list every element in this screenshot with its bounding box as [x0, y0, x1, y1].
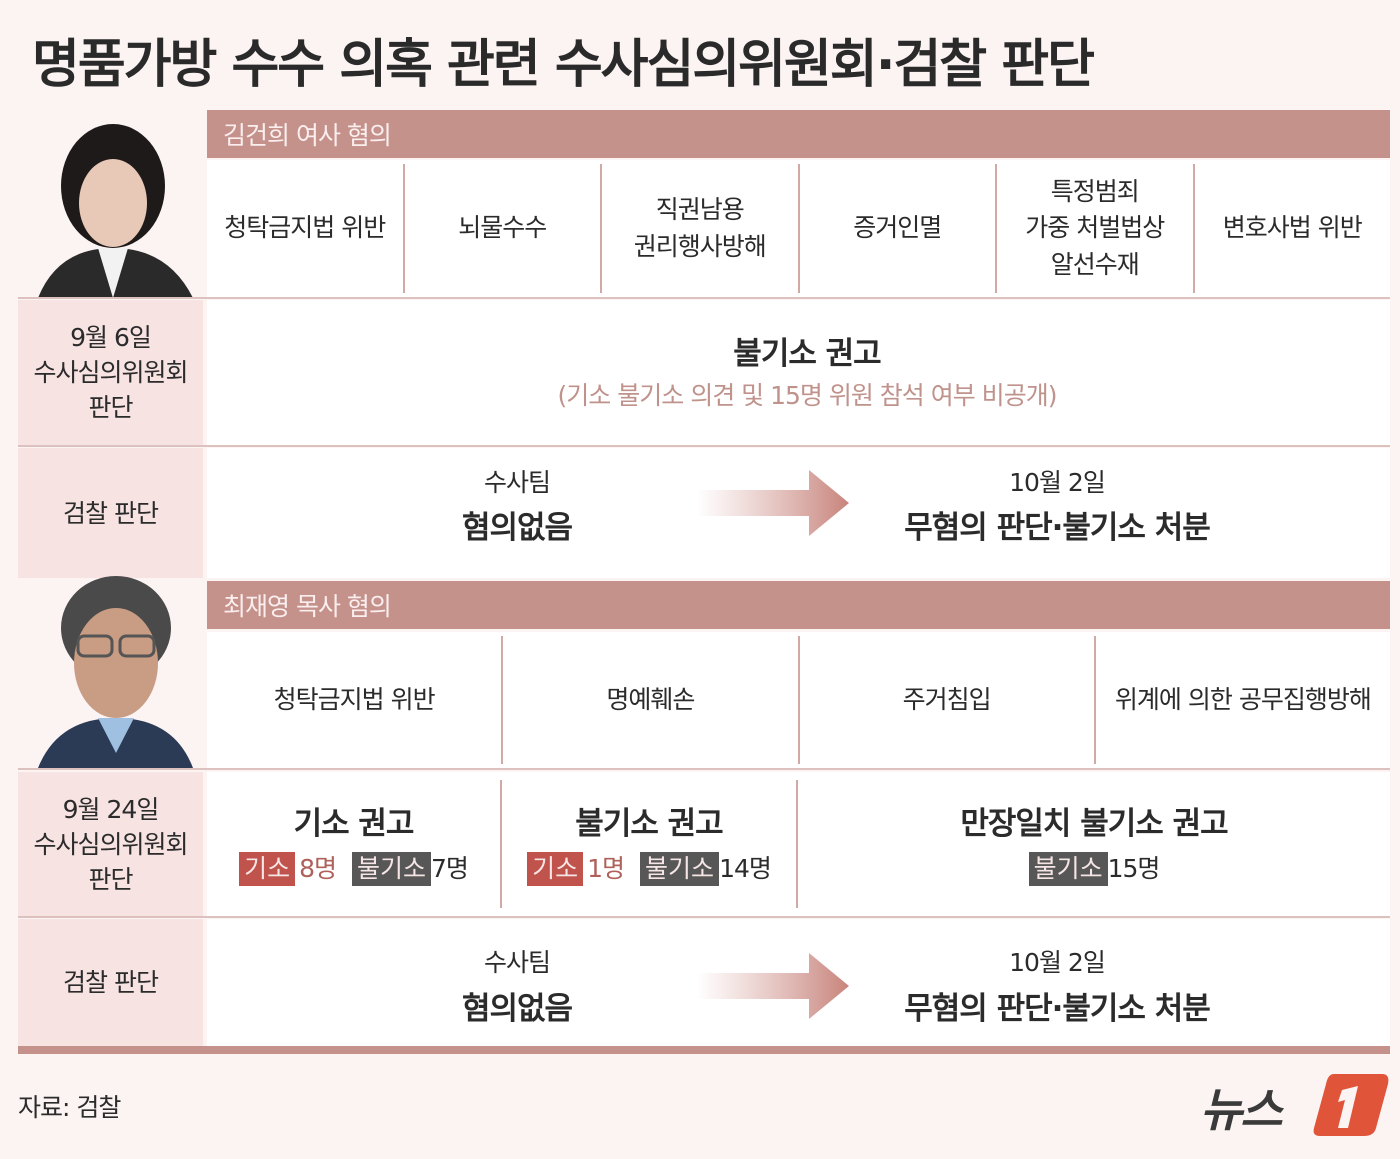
bottom-bar [18, 1046, 1390, 1054]
result-title: 기소 권고 [293, 806, 415, 842]
charge-item: 청탁금지법 위반 [207, 164, 405, 293]
photo-choi-jae-young [18, 568, 205, 768]
final-decision: 무혐의 판단·불기소 처분 [904, 991, 1211, 1027]
charge-item: 명예훼손 [503, 636, 800, 764]
charges-row-kim: 청탁금지법 위반 뇌물수수 직권남용 권리행사방해 증거인멸 특정범죄 가중 처… [207, 160, 1390, 297]
prosecution-label-choi: 검찰 판단 [18, 919, 203, 1046]
final-date: 10월 2일 [1009, 948, 1106, 977]
section-header-choi: 최재영 목사 혐의 [207, 581, 1390, 629]
committee-label-kim: 9월 6일 수사심의위원회 판단 [18, 300, 203, 445]
result-title: 불기소 권고 [575, 806, 723, 842]
team-result: 혐의없음 [461, 510, 573, 546]
charge-item: 뇌물수수 [405, 164, 602, 293]
charge-item: 직권남용 권리행사방해 [602, 164, 800, 293]
news1-logo: 뉴스 [1200, 1068, 1390, 1140]
source-note: 자료: 검찰 [18, 1093, 121, 1122]
charge-item: 변호사법 위반 [1222, 213, 1363, 243]
charge-item: 특정범죄 가중 처벌법상 알선수재 [997, 164, 1195, 293]
non-indict-count: 7명 [431, 854, 469, 883]
divider [18, 768, 1390, 770]
non-indict-tag: 불기소 [352, 852, 432, 886]
charge-item: 주거침입 [800, 636, 1096, 764]
team-result: 혐의없음 [461, 991, 573, 1027]
committee-result-kim: 불기소 권고 (기소 불기소 의견 및 15명 위원 참석 여부 비공개) [207, 300, 1390, 445]
indict-count: 1명 [587, 854, 625, 883]
arrow-right-icon [697, 953, 849, 1019]
committee-note: (기소 불기소 의견 및 15명 위원 참석 여부 비공개) [557, 381, 1058, 410]
divider [500, 780, 502, 908]
divider [18, 445, 1390, 447]
charge-item: 증거인멸 [800, 164, 997, 293]
prosecution-result-kim: 수사팀 혐의없음 10월 2일 무혐의 판단·불기소 처분 [207, 448, 1390, 578]
divider [18, 297, 1390, 299]
divider [796, 780, 798, 908]
non-indict-count: 15명 [1107, 854, 1161, 883]
committee-results-choi: 기소 권고 기소 8명 불기소 7명 불기소 권고 기소 1명 불기소 14명 만장일치 불… [207, 772, 1390, 916]
result-unanimous: 만장일치 불기소 권고 불기소 15명 [798, 798, 1390, 886]
team-label: 수사팀 [483, 948, 551, 977]
charges-row-choi: 청탁금지법 위반 명예훼손 주거침입 위계에 의한 공무집행방해 [207, 632, 1390, 768]
page-title: 명품가방 수수 의혹 관련 수사심의위원회·검찰 판단 [32, 35, 1095, 95]
indict-tag: 기소 [239, 852, 296, 886]
prosecution-label-kim: 검찰 판단 [18, 448, 203, 578]
result-indict: 기소 권고 기소 8명 불기소 7명 [207, 798, 500, 886]
indict-count: 8명 [299, 854, 337, 883]
charge-item: 청탁금지법 위반 [207, 636, 504, 764]
committee-label-choi: 9월 24일 수사심의위원회 판단 [18, 772, 203, 916]
arrow-right-icon [697, 470, 849, 536]
final-decision: 무혐의 판단·불기소 처분 [904, 510, 1211, 546]
prosecution-result-choi: 수사팀 혐의없음 10월 2일 무혐의 판단·불기소 처분 [207, 919, 1390, 1046]
non-indict-tag: 불기소 [640, 852, 720, 886]
photo-kim-keon-hee [18, 108, 205, 298]
section-header-kim: 김건희 여사 혐의 [207, 110, 1390, 158]
non-indict-tag: 불기소 [1028, 852, 1108, 886]
final-date: 10월 2일 [1009, 468, 1106, 497]
result-non-indict: 불기소 권고 기소 1명 불기소 14명 [502, 798, 796, 886]
indict-tag: 기소 [527, 852, 584, 886]
result-title: 만장일치 불기소 권고 [960, 806, 1228, 842]
divider [18, 916, 1390, 918]
committee-result: 불기소 권고 [733, 336, 881, 372]
team-label: 수사팀 [483, 468, 551, 497]
non-indict-count: 14명 [719, 854, 772, 883]
charge-item: 위계에 의한 공무집행방해 [1114, 684, 1372, 714]
